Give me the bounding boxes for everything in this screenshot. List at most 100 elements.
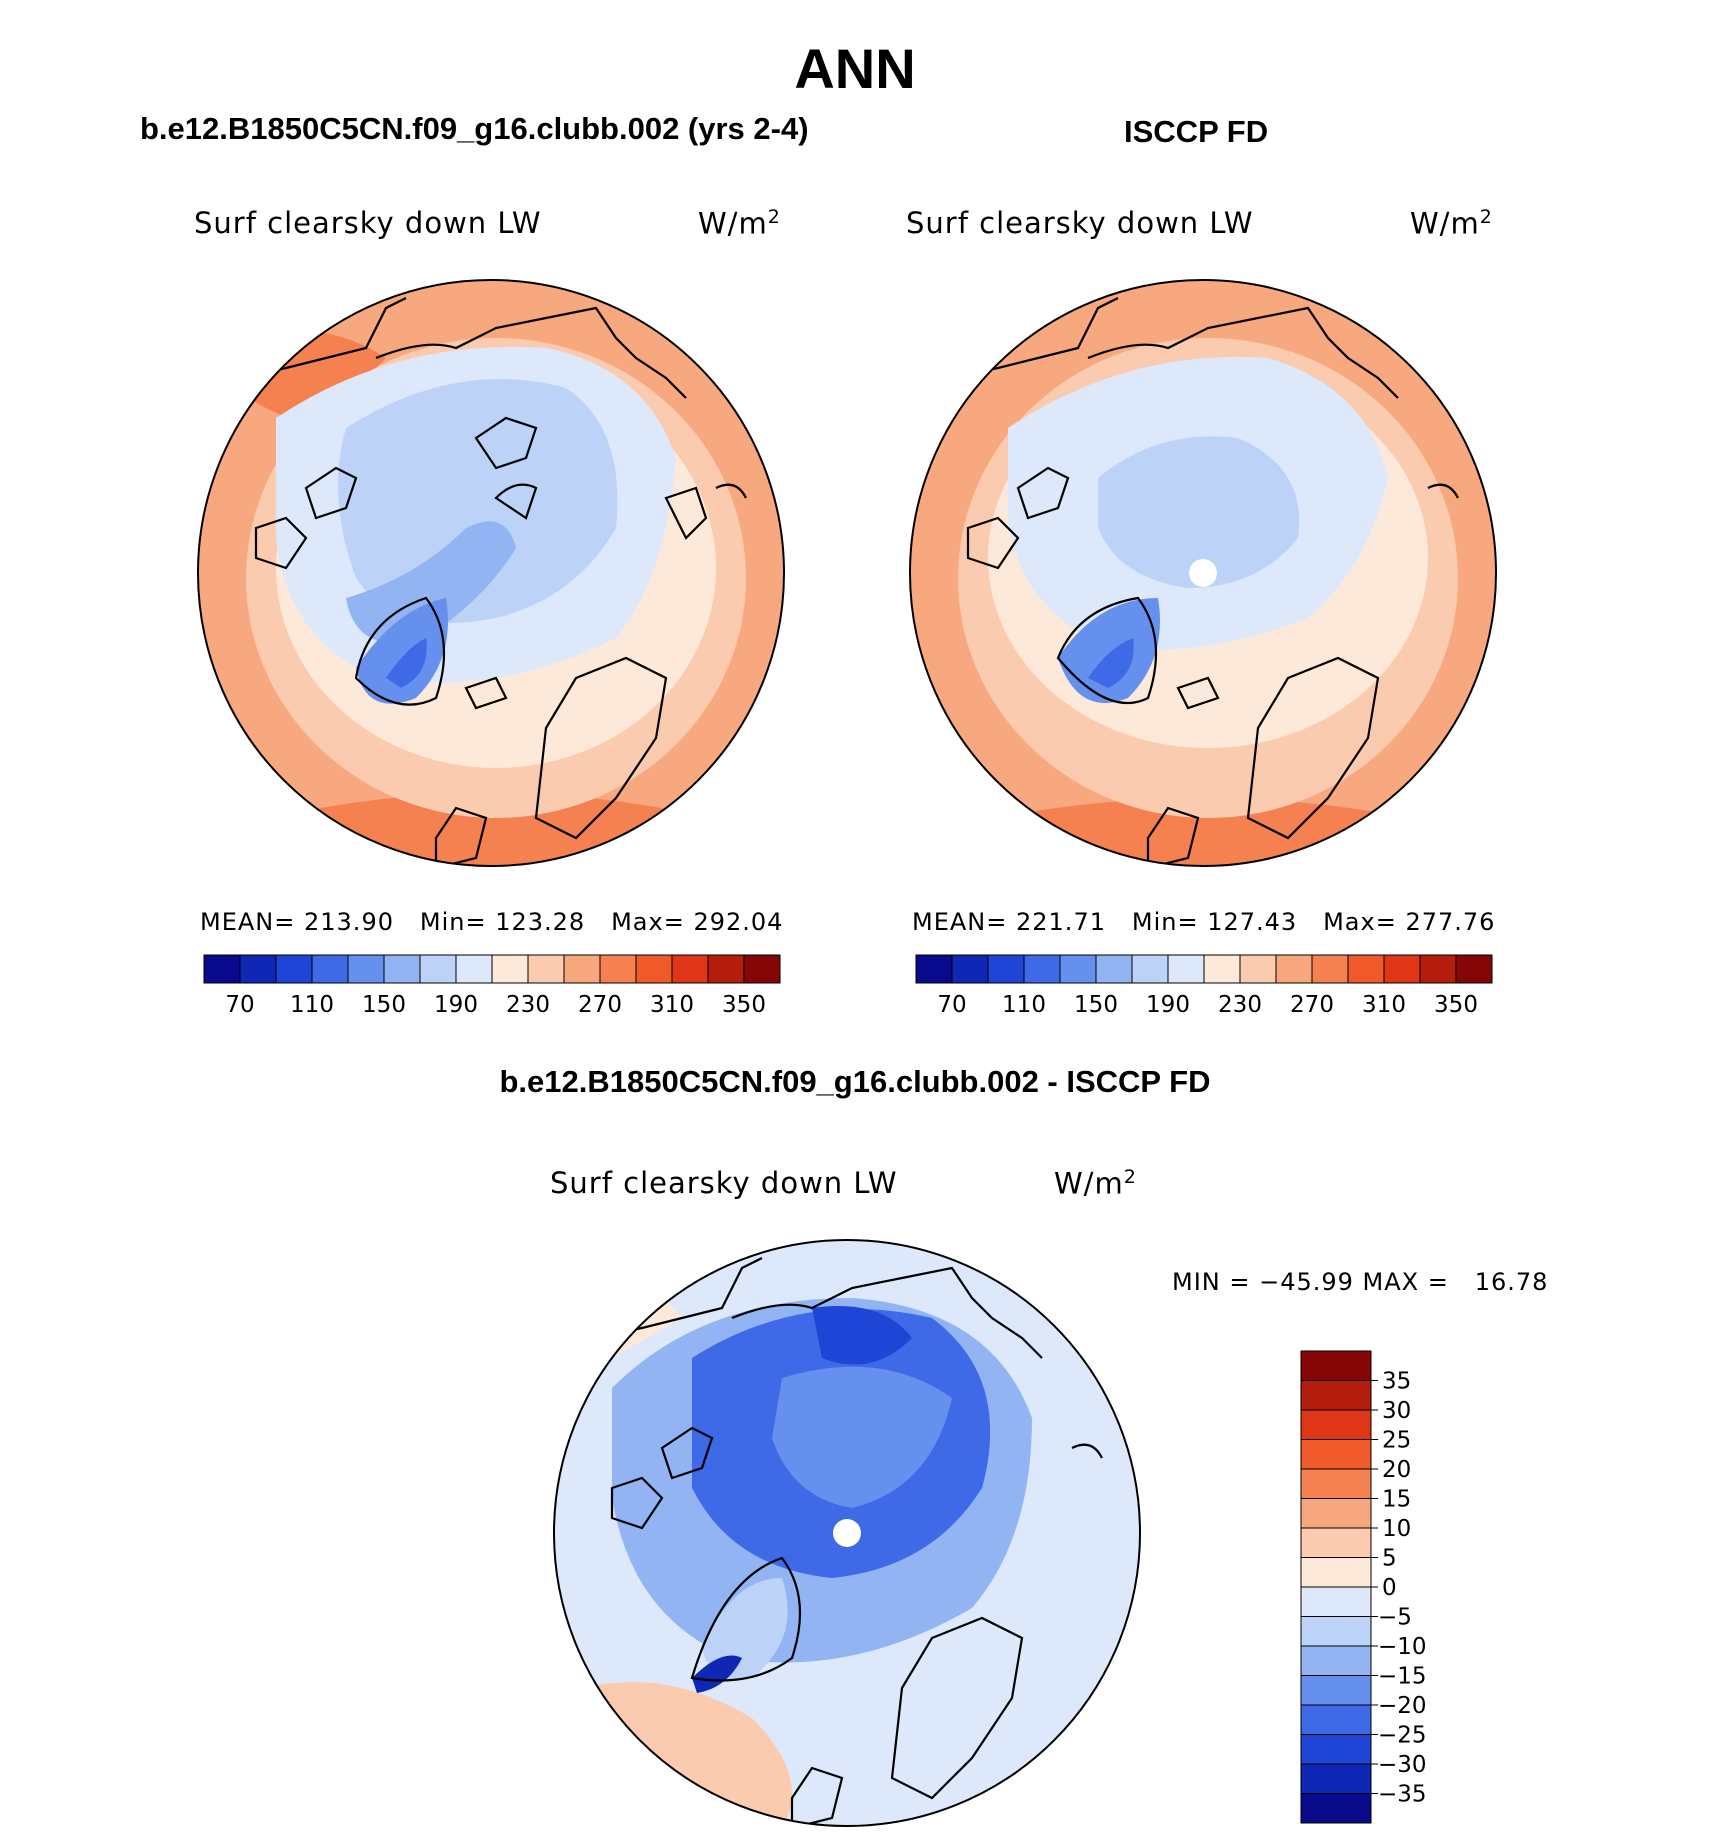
map-fill-greenland <box>1058 598 1160 703</box>
panel1-colorbar-tick-label: 230 <box>506 992 550 1018</box>
panel2-colorbar-swatch <box>1419 954 1457 984</box>
panel1-colorbar-swatch <box>455 954 493 984</box>
panel1-max: 292.04 <box>693 908 784 936</box>
panel2-colorbar: 70 110 150 190 230 270 310 350 <box>915 954 1493 1018</box>
panel1-stats: MEAN= 213.90 Min= 123.28 Max= 292.04 <box>200 908 784 936</box>
map-fill-ice2 <box>1098 436 1300 588</box>
panel1-colorbar: 70 110 150 190 230 270 310 350 <box>203 954 781 1018</box>
panel3-colorbar-swatch <box>1300 1409 1372 1440</box>
panel2-colorbar-tick-label: 310 <box>1362 992 1406 1018</box>
panel2-max: 277.76 <box>1405 908 1496 936</box>
panel2-colorbar-swatch <box>1095 954 1133 984</box>
panel3-minmax: MIN = −45.99 MAX = 16.78 <box>1172 1268 1549 1296</box>
map-fill-greenland-edge <box>692 1655 742 1693</box>
panel2-variable: Surf clearsky down LW <box>906 206 1254 240</box>
panel1-colorbar-tick-label: 270 <box>578 992 622 1018</box>
panel1-colorbar-tick-label: 150 <box>362 992 406 1018</box>
panel1-colorbar-tick-label: 110 <box>290 992 334 1018</box>
panel3-case-title: b.e12.B1850C5CN.f09_g16.clubb.002 - ISCC… <box>499 1064 1211 1099</box>
panel1-variable: Surf clearsky down LW <box>194 206 542 240</box>
panel1-min: 123.28 <box>495 908 586 936</box>
panel2-colorbar-swatch <box>1059 954 1097 984</box>
panel2-stats: MEAN= 221.71 Min= 127.43 Max= 277.76 <box>912 908 1496 936</box>
map-fill-ice3 <box>346 521 516 643</box>
panel1-colorbar-swatch <box>419 954 457 984</box>
panel1-colorbar-tick-label: 310 <box>650 992 694 1018</box>
panel1-colorbar-swatch <box>203 954 241 984</box>
panel3-colorbar: 35 30 25 20 15 10 5 0 −5 −10 −15 −20 −25 −30 −35 <box>1300 1350 1427 1824</box>
panel3-colorbar-swatch <box>1300 1439 1372 1470</box>
panel1-colorbar-swatch <box>707 954 745 984</box>
panel1-colorbar-tick-label: 190 <box>434 992 478 1018</box>
panel3-colorbar-swatch <box>1300 1793 1372 1824</box>
panel2-colorbar-swatch <box>1347 954 1385 984</box>
map-fill-diff3 <box>772 1366 952 1508</box>
panel3-colorbar-tick-label: −10 <box>1378 1634 1427 1660</box>
panel3-colorbar-tick-label: −5 <box>1378 1605 1412 1631</box>
panel3-colorbar-tick-label: −20 <box>1378 1693 1427 1719</box>
panel3-colorbar-tick-label: −35 <box>1378 1782 1427 1808</box>
panel3-colorbar-swatch <box>1300 1380 1372 1411</box>
panel3-colorbar-tick-label: 35 <box>1382 1369 1411 1395</box>
panel2-colorbar-swatch <box>1275 954 1313 984</box>
panel3-colorbar-tick-label: −30 <box>1378 1752 1427 1778</box>
panel1-colorbar-tick-label: 70 <box>225 992 254 1018</box>
panel3-colorbar-tick-label: 25 <box>1382 1428 1411 1454</box>
map-fill-greenland-core <box>1088 638 1134 688</box>
panel2-min: 127.43 <box>1207 908 1298 936</box>
panel3-units: W/m2 <box>1054 1166 1137 1201</box>
panel2-colorbar-swatch <box>915 954 953 984</box>
panel3-colorbar-swatch <box>1300 1498 1372 1529</box>
panel2-colorbar-swatch <box>1203 954 1241 984</box>
panel3-polar-map <box>553 1239 1141 1827</box>
panel3-colorbar-swatch <box>1300 1468 1372 1499</box>
pole-hole <box>1189 559 1217 587</box>
panel3-colorbar-tick-label: −25 <box>1378 1723 1427 1749</box>
panel3-colorbar-tick-label: 15 <box>1382 1487 1411 1513</box>
panel2-colorbar-tick-label: 190 <box>1146 992 1190 1018</box>
panel3-colorbar-swatch <box>1300 1734 1372 1765</box>
panel2-colorbar-swatch <box>1311 954 1349 984</box>
panel2-colorbar-swatch <box>1455 954 1493 984</box>
panel3-colorbar-swatch <box>1300 1586 1372 1617</box>
panel2-colorbar-swatch <box>1131 954 1169 984</box>
panel2-colorbar-tick-label: 230 <box>1218 992 1262 1018</box>
panel1-colorbar-swatch <box>635 954 673 984</box>
panel3-colorbar-swatch <box>1300 1645 1372 1676</box>
panel3-colorbar-swatch <box>1300 1350 1372 1381</box>
panel2-case-title: ISCCP FD <box>1124 114 1269 149</box>
pole-hole <box>833 1519 861 1547</box>
panel1-colorbar-swatch <box>275 954 313 984</box>
panel3-colorbar-swatch <box>1300 1616 1372 1647</box>
panel2-colorbar-swatch <box>1167 954 1205 984</box>
panel1-colorbar-swatch <box>743 954 781 984</box>
panel3-colorbar-swatch <box>1300 1557 1372 1588</box>
panel1-colorbar-swatch <box>239 954 277 984</box>
panel1-colorbar-swatch <box>383 954 421 984</box>
panel3-colorbar-swatch <box>1300 1704 1372 1735</box>
panel1-colorbar-swatch <box>347 954 385 984</box>
panel2-colorbar-tick-label: 110 <box>1002 992 1046 1018</box>
panel1-colorbar-swatch <box>563 954 601 984</box>
panel2-colorbar-swatch <box>987 954 1025 984</box>
panel3-colorbar-tick-label: 30 <box>1382 1398 1411 1424</box>
map-fill-diff4 <box>812 1306 912 1365</box>
panel3-colorbar-tick-label: 10 <box>1382 1516 1411 1542</box>
page-title: ANN <box>794 37 916 100</box>
panel1-colorbar-swatch <box>671 954 709 984</box>
panel3-colorbar-tick-label: −15 <box>1378 1664 1427 1690</box>
panel1-case-title: b.e12.B1850C5CN.f09_g16.clubb.002 (yrs 2… <box>140 111 809 146</box>
panel3-colorbar-tick-label: 0 <box>1382 1575 1397 1601</box>
panel1-units: W/m2 <box>698 206 781 241</box>
panel1-colorbar-tick-label: 350 <box>722 992 766 1018</box>
panel3-colorbar-tick-label: 5 <box>1382 1546 1397 1572</box>
map-border <box>909 279 1497 867</box>
panel2-colorbar-tick-label: 150 <box>1074 992 1118 1018</box>
panel3-variable: Surf clearsky down LW <box>550 1166 898 1200</box>
panel2-colorbar-tick-label: 70 <box>937 992 966 1018</box>
map-border <box>197 279 785 867</box>
panel2-colorbar-tick-label: 350 <box>1434 992 1478 1018</box>
panel1-colorbar-swatch <box>527 954 565 984</box>
map-fill-greenland-core <box>386 638 427 688</box>
panel1-mean: 213.90 <box>304 908 394 936</box>
